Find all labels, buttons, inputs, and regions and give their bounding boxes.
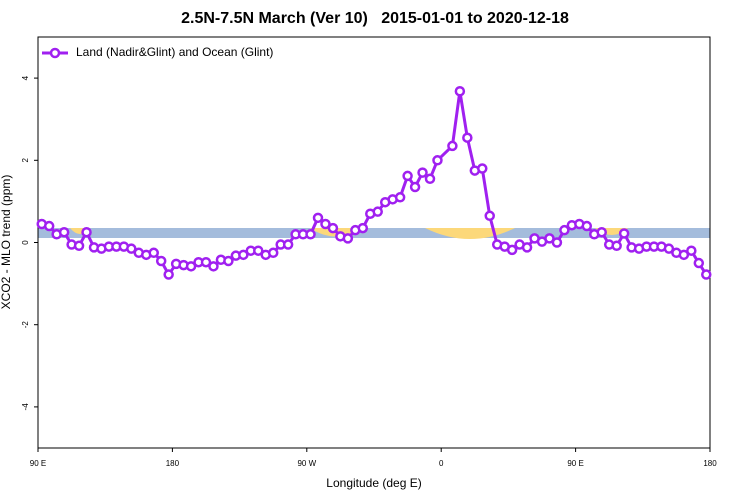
x-tick-label: 0: [439, 459, 444, 468]
point: [372, 206, 383, 217]
y-tick-label: 0: [21, 240, 30, 245]
point: [58, 226, 70, 238]
x-tick-label: 90 E: [567, 459, 583, 468]
band: [38, 228, 710, 238]
y-tick-label: -4: [21, 403, 30, 411]
x-tick-label: 180: [166, 459, 180, 468]
point: [506, 244, 518, 256]
x-tick-label: 180: [703, 459, 717, 468]
x-tick-label: 90 E: [30, 459, 46, 468]
point: [126, 243, 137, 254]
x-tick-label: 90 W: [297, 459, 316, 468]
point: [454, 86, 466, 97]
x-axis-label: Longitude (deg E): [326, 476, 421, 490]
point: [581, 220, 593, 232]
point: [282, 239, 294, 250]
point: [678, 249, 690, 261]
point: [417, 167, 428, 178]
point: [551, 237, 563, 248]
point: [424, 173, 436, 185]
point: [484, 210, 495, 222]
point: [253, 245, 264, 256]
point: [208, 261, 219, 272]
point: [409, 181, 421, 193]
y-tick-label: -2: [21, 321, 30, 329]
point: [267, 247, 279, 259]
point: [155, 255, 167, 267]
point: [73, 240, 85, 252]
point: [447, 140, 458, 152]
point: [357, 222, 369, 234]
point: [611, 240, 622, 252]
legend-label: Land (Nadir&Glint) and Ocean (Glint): [76, 45, 273, 59]
point: [394, 192, 406, 203]
point: [521, 242, 533, 253]
y-tick-label: 2: [21, 158, 30, 163]
point: [618, 228, 630, 239]
background-band: [38, 228, 710, 239]
point: [432, 155, 443, 166]
chart-title: 2.5N-7.5N March (Ver 10) 2015-01-01 to 2…: [181, 10, 569, 27]
point: [477, 163, 488, 174]
point: [312, 212, 324, 224]
point: [148, 247, 159, 259]
point: [238, 249, 249, 261]
point: [402, 170, 413, 182]
point: [320, 218, 331, 230]
point: [342, 233, 354, 244]
point: [686, 245, 697, 256]
point: [663, 243, 675, 254]
point: [81, 226, 92, 238]
point: [305, 229, 316, 240]
legend-marker: [49, 47, 61, 59]
point: [462, 132, 473, 143]
point: [163, 269, 174, 280]
point: [327, 222, 339, 234]
point: [185, 261, 197, 272]
point: [544, 233, 555, 244]
point: [701, 269, 712, 280]
point: [223, 255, 234, 267]
legend: Land (Nadir&Glint) and Ocean (Glint): [42, 45, 273, 59]
point: [559, 224, 570, 236]
point: [43, 220, 55, 232]
y-axis-label: XCO2 - MLO trend (ppm): [0, 175, 13, 310]
point: [200, 256, 212, 268]
point: [596, 226, 607, 238]
y-tick-label: 4: [21, 75, 30, 80]
point: [693, 257, 705, 269]
